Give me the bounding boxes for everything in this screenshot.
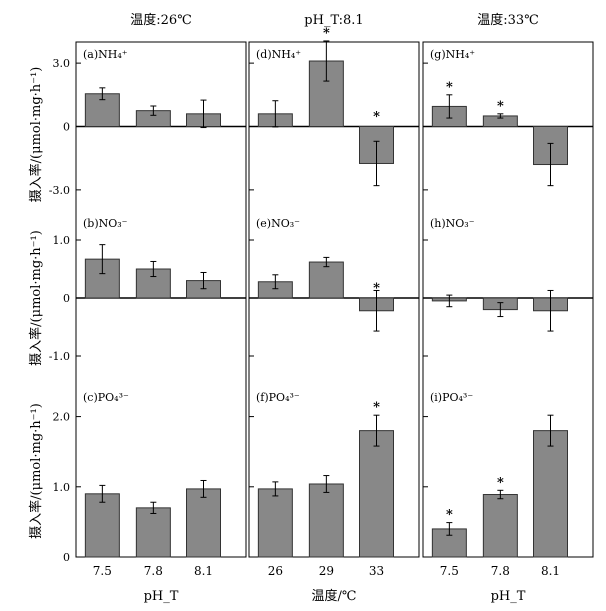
y-tick-label: 0 xyxy=(63,551,70,564)
significance-marker: * xyxy=(373,110,380,125)
y-tick-label: -1.0 xyxy=(49,350,70,363)
panel-label: (e)NO₃⁻ xyxy=(256,217,300,230)
column-header: pH_T:8.1 xyxy=(304,13,363,28)
y-axis-label: 摄入率/(μmol·mg·h⁻¹) xyxy=(28,67,44,203)
panel-label: (c)PO₄³⁻ xyxy=(83,391,129,404)
panel-label: (i)PO₄³⁻ xyxy=(430,391,473,404)
x-axis-label: pH_T xyxy=(144,589,179,604)
bar xyxy=(257,488,293,558)
y-tick-label: 3.0 xyxy=(53,57,71,70)
panel-label: (h)NO₃⁻ xyxy=(430,217,475,230)
bar xyxy=(135,507,171,558)
y-tick-label: 1.0 xyxy=(53,481,71,494)
x-tick-label: 8.1 xyxy=(541,564,560,578)
panel-label: (g)NH₄⁺ xyxy=(430,48,475,61)
significance-marker: * xyxy=(446,508,453,523)
panel-label: (f)PO₄³⁻ xyxy=(256,391,300,404)
x-tick-label: 7.5 xyxy=(440,564,459,578)
y-tick-label: 2.0 xyxy=(53,411,71,424)
panel-label: (d)NH₄⁺ xyxy=(256,48,301,61)
bar xyxy=(84,493,120,558)
y-tick-label: 0 xyxy=(63,292,70,305)
bar xyxy=(359,430,394,558)
text-layer: 温度:26℃ pH_T:8.1 温度:33℃ 3.0 0 -3.0 摄入率/(μmol·mg… xyxy=(28,12,560,604)
x-tick-label: 26 xyxy=(268,564,283,578)
bar xyxy=(308,261,344,299)
y-tick-label: -3.0 xyxy=(49,184,70,197)
panel-label: (b)NO₃⁻ xyxy=(83,217,128,230)
y-axis-label: 摄入率/(μmol·mg·h⁻¹) xyxy=(28,230,44,366)
x-tick-label: 7.5 xyxy=(93,564,112,578)
x-axis-label: pH_T xyxy=(491,589,526,604)
bar xyxy=(186,488,221,558)
bars-layer xyxy=(84,40,568,558)
x-tick-label: 7.8 xyxy=(491,564,510,578)
significance-marker: * xyxy=(373,400,380,415)
x-tick-label: 7.8 xyxy=(144,564,163,578)
significance-marker: * xyxy=(323,26,330,41)
x-tick-label: 8.1 xyxy=(194,564,213,578)
significance-marker: * xyxy=(373,281,380,296)
x-axis-label: 温度/℃ xyxy=(312,588,357,604)
x-tick-label: 33 xyxy=(369,564,384,578)
panel-label: (a)NH₄⁺ xyxy=(83,48,128,61)
y-tick-label: 1.0 xyxy=(53,234,71,247)
bar xyxy=(308,483,344,558)
significance-marker: * xyxy=(446,80,453,95)
column-header: 温度:26℃ xyxy=(130,12,191,28)
bar xyxy=(533,430,568,558)
column-header: 温度:33℃ xyxy=(477,12,538,28)
significance-marker: * xyxy=(497,475,504,490)
x-tick-label: 29 xyxy=(319,564,334,578)
y-axis-label: 摄入率/(μmol·mg·h⁻¹) xyxy=(28,403,44,539)
bar xyxy=(482,494,518,558)
significance-marker: * xyxy=(497,99,504,114)
y-tick-label: 0 xyxy=(63,121,70,134)
